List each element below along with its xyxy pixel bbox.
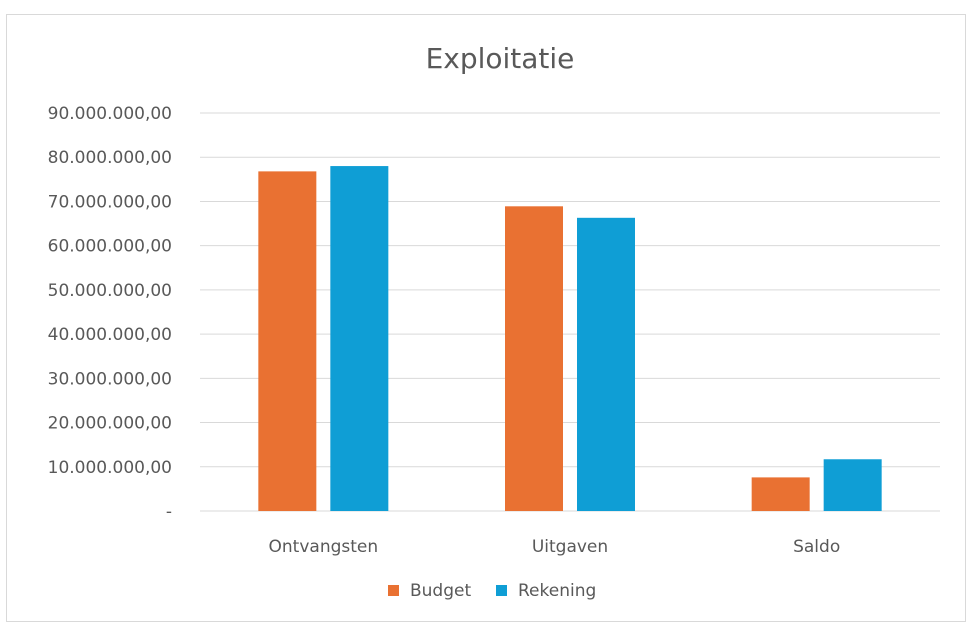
y-axis-ticks: - 10.000.000,00 20.000.000,00 30.000.000,00… xyxy=(48,104,172,522)
bar-budget-uitgaven xyxy=(505,206,563,511)
bar-rekening-uitgaven xyxy=(577,217,635,511)
gridlines xyxy=(200,112,940,512)
y-tick-label: 20.000.000,00 xyxy=(48,414,172,434)
bar-rekening-saldo xyxy=(823,459,882,511)
legend-label-budget: Budget xyxy=(410,581,471,601)
chart-title: Exploitatie xyxy=(426,42,575,75)
legend-label-rekening: Rekening xyxy=(518,581,596,601)
bar-rekening-ontvangsten xyxy=(330,166,389,512)
legend: Budget Rekening xyxy=(388,581,596,601)
y-tick-label: 40.000.000,00 xyxy=(48,325,172,345)
legend-swatch-rekening xyxy=(496,585,507,596)
y-tick-label: 50.000.000,00 xyxy=(48,281,172,301)
y-tick-label: - xyxy=(166,502,172,522)
x-tick-label: Ontvangsten xyxy=(269,537,379,557)
y-tick-label: 70.000.000,00 xyxy=(48,192,172,212)
chart-frame xyxy=(6,14,966,622)
x-axis-ticks: Ontvangsten Uitgaven Saldo xyxy=(269,537,841,557)
y-tick-label: 80.000.000,00 xyxy=(48,148,172,168)
x-tick-label: Saldo xyxy=(793,537,840,557)
y-tick-label: 30.000.000,00 xyxy=(48,369,172,389)
legend-swatch-budget xyxy=(388,585,399,596)
x-tick-label: Uitgaven xyxy=(532,537,608,557)
y-tick-label: 60.000.000,00 xyxy=(48,237,172,257)
bar-budget-saldo xyxy=(751,477,810,511)
y-tick-label: 10.000.000,00 xyxy=(48,458,172,478)
y-tick-label: 90.000.000,00 xyxy=(48,104,172,124)
bars xyxy=(258,166,882,512)
bar-budget-ontvangsten xyxy=(258,171,317,511)
